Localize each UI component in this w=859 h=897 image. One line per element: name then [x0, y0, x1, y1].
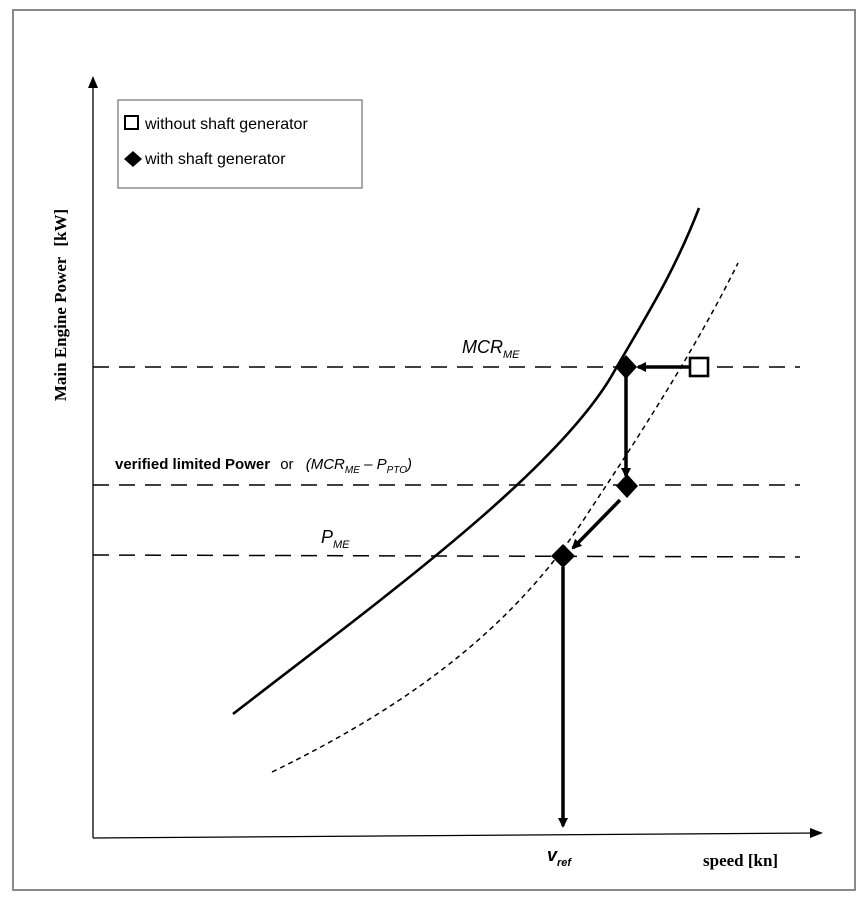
vref-label: vref	[547, 845, 572, 869]
svg-text:Main Engine Power[kW]: Main Engine Power [kW]	[51, 209, 70, 401]
pme-label: PME	[321, 527, 350, 551]
x-axis-arrowhead	[810, 828, 823, 838]
with-shaft-generator-point-pme	[551, 544, 575, 568]
legend-filled-diamond-marker	[124, 151, 142, 167]
power-curve-without-shaft-generator	[271, 262, 739, 773]
without-shaft-generator-point-mcr	[688, 356, 710, 378]
pme-level-line	[92, 554, 801, 558]
with-shaft-generator-point-verified-power	[616, 474, 638, 498]
legend-item-without-shaft-generator: without shaft generator	[144, 116, 308, 133]
x-axis-label: speed [kn]	[703, 851, 778, 870]
y-axis-arrowhead	[88, 76, 98, 88]
power-curve-with-shaft-generator	[232, 207, 701, 716]
with-shaft-generator-point-mcr	[615, 355, 637, 379]
verified-limited-power-label: verified limited Power or (MCRME – PPTO)	[115, 456, 412, 476]
y-axis-label: Main Engine Power	[51, 256, 70, 401]
legend-open-square-marker	[124, 115, 139, 130]
legend: without shaft generator with shaft gener…	[117, 99, 363, 189]
legend-item-with-shaft-generator: with shaft generator	[144, 151, 286, 168]
y-axis-title: Main Engine Power [kW]	[51, 209, 70, 401]
legend-box	[117, 99, 363, 189]
x-axis	[92, 832, 821, 839]
y-axis-unit: [kW]	[51, 209, 70, 247]
mcr-me-label: MCRME	[462, 337, 520, 361]
arrow-down-along-curve-to-pme	[571, 498, 622, 550]
